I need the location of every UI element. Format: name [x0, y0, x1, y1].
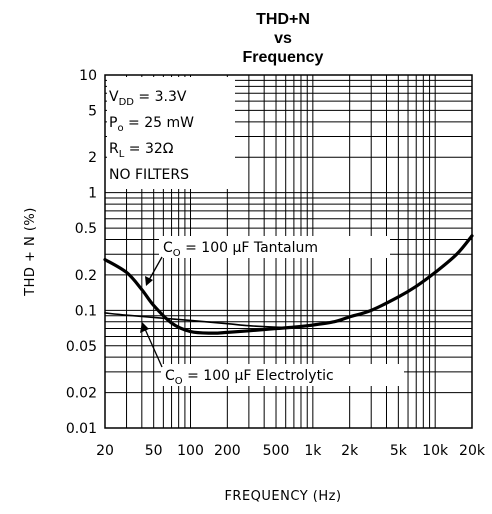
y-axis-label: THD + N (%) [23, 207, 38, 297]
condition-label: RL = 32Ω [109, 141, 174, 160]
y-tick-label: 2 [88, 150, 97, 166]
x-tick-label: 5k [390, 443, 408, 459]
condition-label: VDD = 3.3V [109, 89, 187, 108]
axis-ticks: 10 5 2 1 0.5 0.2 0.1 0.05 0.02 0.01 20 50 100 200 500 1… [66, 68, 486, 459]
plot-curves [103, 234, 474, 335]
chart-title-line-1: THD+N [256, 11, 310, 28]
tantalum-pointer-line [148, 256, 163, 281]
x-tick-label: 2k [341, 443, 359, 459]
x-tick-label: 20k [459, 443, 486, 459]
chart-title-line-2: vs [274, 30, 292, 47]
y-tick-label: 0.05 [66, 339, 97, 355]
chart-title: THD+N vs Frequency [243, 11, 324, 66]
y-tick-label: 1 [88, 186, 97, 202]
tantalum-pointer-arrowhead [145, 276, 153, 286]
y-tick-label: 5 [88, 103, 97, 119]
y-tick-label: 0.02 [66, 386, 97, 402]
x-tick-label: 20 [96, 443, 114, 459]
chart-title-line-3: Frequency [243, 49, 324, 66]
electrolytic-label-bg [161, 364, 404, 386]
electrolytic-series-label: CO = 100 µF Electrolytic [165, 368, 334, 387]
x-tick-label: 50 [145, 443, 163, 459]
y-tick-label: 10 [79, 68, 97, 84]
tantalum-series-label: CO = 100 µF Tantalum [163, 240, 318, 259]
x-tick-label: 200 [214, 443, 241, 459]
electrolytic-pointer-line [144, 328, 163, 368]
x-tick-label: 500 [263, 443, 290, 459]
tantalum-label-bg [159, 236, 390, 258]
condition-label: NO FILTERS [109, 167, 189, 183]
x-tick-label: 100 [177, 443, 204, 459]
y-tick-label: 0.1 [75, 303, 97, 319]
electrolytic-series-line [104, 312, 314, 329]
y-tick-label: 0.2 [75, 268, 97, 284]
y-tick-label: 0.01 [66, 421, 97, 437]
electrolytic-pointer-arrowhead [140, 322, 149, 333]
x-tick-label: 1k [304, 443, 322, 459]
plot-frame [104, 74, 473, 429]
conditions-box [107, 77, 235, 189]
condition-label: Po = 25 mW [109, 115, 194, 134]
x-axis-label: FREQUENCY (Hz) [224, 489, 341, 504]
x-tick-label: 10k [422, 443, 449, 459]
y-tick-label: 0.5 [75, 221, 97, 237]
plot-annotations: VDD = 3.3V Po = 25 mW RL = 32Ω NO FILTERS CO… [107, 77, 404, 387]
